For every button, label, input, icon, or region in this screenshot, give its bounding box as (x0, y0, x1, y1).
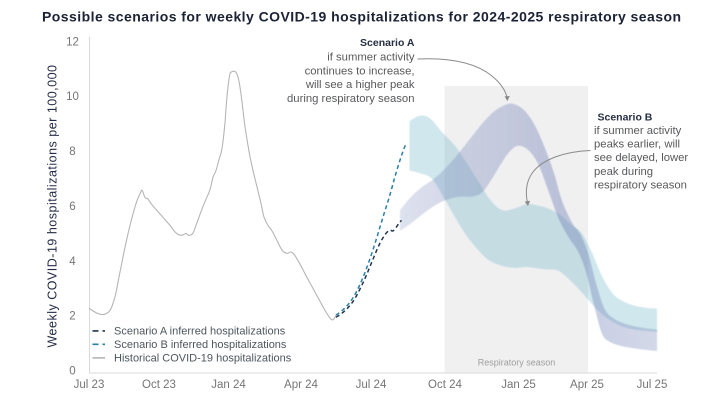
svg-text:Jul 23: Jul 23 (74, 379, 105, 391)
svg-text:8: 8 (69, 146, 75, 158)
svg-text:Scenario A: Scenario A (360, 37, 415, 49)
svg-text:peak during: peak during (594, 166, 653, 178)
svg-text:Jul 25: Jul 25 (637, 379, 668, 391)
svg-text:Oct 23: Oct 23 (142, 379, 176, 391)
svg-text:0: 0 (69, 366, 75, 378)
svg-text:Scenario A inferred hospitaliz: Scenario A inferred hospitalizations (114, 326, 286, 338)
svg-text:Oct 24: Oct 24 (428, 379, 462, 391)
svg-text:Scenario B inferred hospitaliz: Scenario B inferred hospitalizations (114, 339, 287, 351)
svg-text:if summer activity: if summer activity (594, 125, 682, 137)
svg-text:Apr 25: Apr 25 (570, 379, 604, 391)
svg-text:4: 4 (69, 256, 76, 268)
svg-text:Possible scenarios for weekly: Possible scenarios for weekly COVID-19 h… (42, 8, 682, 24)
svg-text:12: 12 (66, 36, 79, 48)
svg-text:6: 6 (69, 201, 75, 213)
svg-text:Jul 24: Jul 24 (356, 379, 387, 391)
svg-text:peaks earlier, will: peaks earlier, will (594, 139, 680, 151)
svg-text:Historical COVID-19 hospitaliz: Historical COVID-19 hospitalizations (114, 353, 292, 365)
svg-text:if summer activity: if summer activity (327, 52, 415, 64)
svg-text:Weekly COVID-19 hospitalizatio: Weekly COVID-19 hospitalizations per 100… (46, 64, 60, 347)
svg-text:Scenario B: Scenario B (598, 112, 653, 124)
svg-text:2: 2 (69, 311, 75, 323)
svg-text:will see a higher peak: will see a higher peak (305, 79, 415, 91)
svg-text:continues to increase,: continues to increase, (305, 65, 415, 77)
svg-text:respiratory season: respiratory season (594, 179, 687, 191)
svg-text:Jan 25: Jan 25 (501, 379, 536, 391)
svg-text:Apr 24: Apr 24 (284, 379, 318, 391)
svg-text:see delayed, lower: see delayed, lower (594, 152, 688, 164)
svg-text:Jan 24: Jan 24 (211, 379, 246, 391)
svg-text:during respiratory season: during respiratory season (287, 93, 414, 105)
svg-text:Respiratory season: Respiratory season (478, 358, 556, 368)
svg-text:10: 10 (66, 91, 79, 103)
